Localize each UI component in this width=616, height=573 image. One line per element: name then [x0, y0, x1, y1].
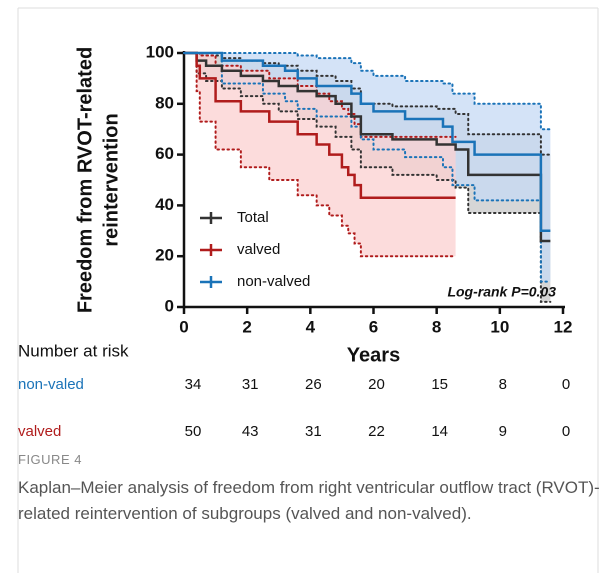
risk-count: 15 — [431, 376, 448, 393]
x-tick-label: 10 — [490, 317, 509, 336]
risk-count: 20 — [368, 376, 385, 393]
y-tick-label: 40 — [155, 195, 174, 214]
risk-row-label: valved — [18, 423, 61, 440]
y-tick-label: 60 — [155, 144, 174, 163]
survival-curve — [184, 51, 456, 200]
caption: FIGURE 4 Kaplan–Meier analysis of freedo… — [18, 452, 602, 527]
legend-label: Total — [237, 209, 269, 226]
risk-count: 0 — [562, 423, 570, 440]
confidence-limit — [183, 52, 552, 131]
x-tick-label: 2 — [242, 317, 251, 336]
risk-table-title: Number at risk — [18, 341, 129, 360]
annotation: Log-rank P=0.03 — [447, 284, 556, 300]
confidence-band — [184, 53, 456, 257]
y-tick-label: 20 — [155, 246, 174, 265]
risk-count: 8 — [499, 376, 507, 393]
y-axis-label: Freedom from RVOT-related — [74, 47, 96, 313]
risk-count: 34 — [185, 376, 202, 393]
risk-count: 22 — [368, 423, 385, 440]
x-tick-label: 8 — [432, 317, 441, 336]
x-axis-label: Years — [347, 344, 400, 366]
x-tick-label: 6 — [369, 317, 378, 336]
risk-count: 31 — [305, 423, 322, 440]
confidence-limit — [183, 52, 457, 258]
y-axis-label: reintervention — [100, 113, 122, 246]
confidence-limit — [183, 52, 552, 303]
risk-count: 31 — [242, 376, 259, 393]
risk-row-label: non-valed — [18, 376, 84, 393]
risk-count: 9 — [499, 423, 507, 440]
y-tick-label: 0 — [165, 296, 174, 315]
y-tick-label: 80 — [155, 93, 174, 112]
x-tick-label: 4 — [306, 317, 316, 336]
x-tick-label: 12 — [554, 317, 573, 336]
figure-text: Kaplan–Meier analysis of freedom from ri… — [18, 478, 600, 523]
confidence-limit — [183, 52, 552, 156]
figure-label: FIGURE 4 — [18, 452, 82, 467]
risk-count: 43 — [242, 423, 259, 440]
legend-label: non-valved — [237, 273, 310, 290]
confidence-band — [184, 53, 551, 282]
x-tick-label: 0 — [179, 317, 188, 336]
y-tick-label: 100 — [146, 42, 174, 61]
risk-count: 50 — [185, 423, 202, 440]
risk-count: 26 — [305, 376, 322, 393]
risk-count: 0 — [562, 376, 570, 393]
survival-curve — [184, 51, 551, 233]
risk-count: 14 — [431, 423, 448, 440]
legend-label: valved — [237, 241, 280, 258]
survival-curve — [184, 51, 551, 243]
